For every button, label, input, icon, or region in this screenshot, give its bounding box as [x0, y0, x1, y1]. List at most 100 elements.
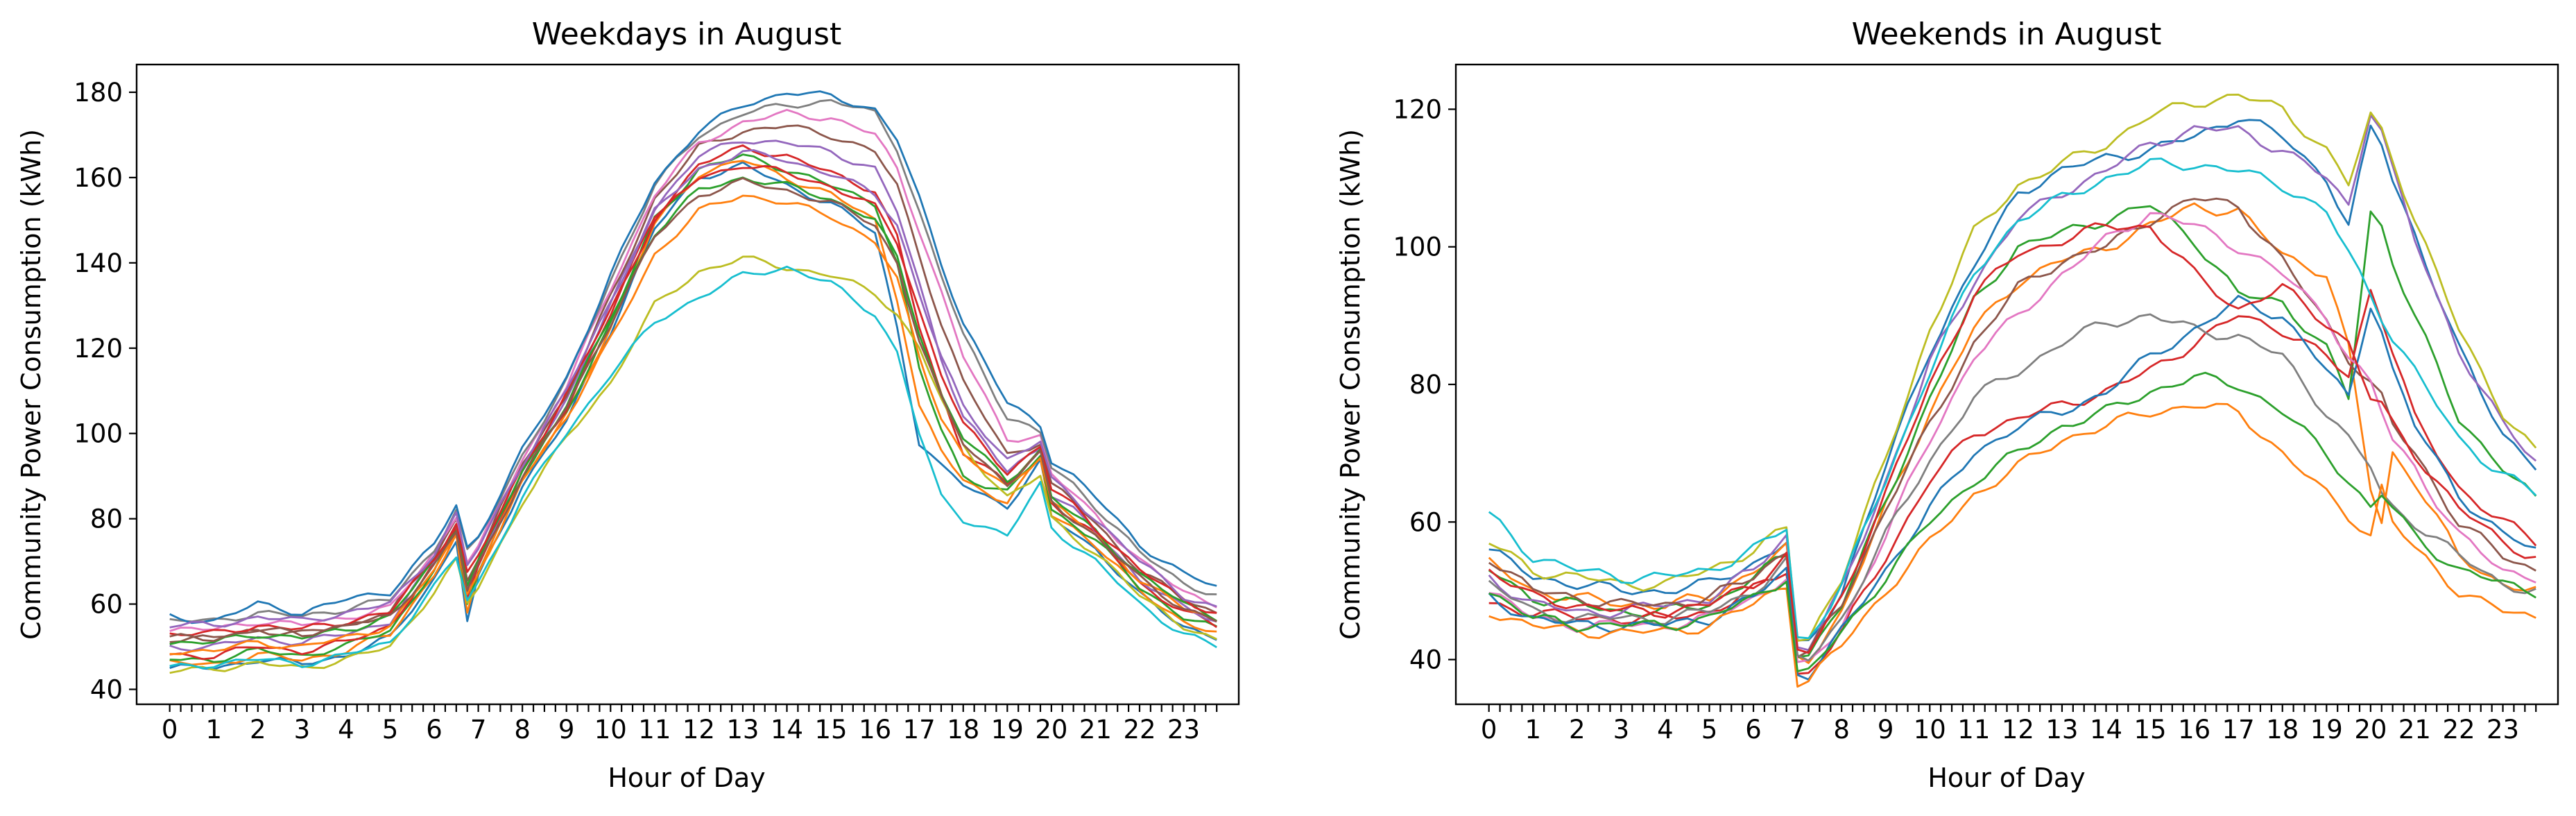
y-tick-label: 100 [1393, 232, 1442, 262]
series-line [169, 144, 1218, 661]
series-line [169, 160, 1217, 666]
series-line [169, 153, 1217, 663]
series-line [1488, 158, 2537, 640]
right-y-axis: 40 60 80 100 120 [1393, 94, 1456, 675]
series-line [1488, 371, 2536, 672]
series-line [1488, 313, 2536, 662]
x-tick-label: 17 [903, 715, 936, 745]
y-tick-label: 140 [74, 248, 123, 278]
y-tick-label: 40 [1409, 645, 1442, 675]
series-line [1488, 289, 2537, 675]
x-tick-label: 1 [1525, 715, 1541, 745]
y-tick-label: 40 [90, 674, 123, 704]
right-y-axis-label: Community Power Consumption (kWh) [1335, 129, 1366, 640]
x-tick-label: 2 [1569, 715, 1586, 745]
series-line [1488, 212, 2536, 663]
y-tick-label: 100 [74, 419, 123, 449]
series-line [169, 177, 1217, 643]
left-y-axis-label: Community Power Consumption (kWh) [16, 129, 46, 640]
series-line [169, 124, 1217, 643]
y-tick-label: 120 [1393, 94, 1442, 124]
right-plot-lines [1488, 94, 2537, 688]
x-tick-label: 19 [2310, 715, 2343, 745]
y-tick-label: 160 [74, 163, 123, 193]
x-tick-label: 9 [558, 715, 575, 745]
x-tick-label: 16 [2178, 715, 2210, 745]
left-y-axis: 40 60 80 100 120 140 160 180 [74, 78, 137, 704]
x-tick-label: 13 [726, 715, 759, 745]
x-tick-label: 3 [294, 715, 311, 745]
y-tick-label: 180 [74, 78, 123, 108]
series-line [1488, 114, 2537, 652]
x-tick-label: 21 [1079, 715, 1112, 745]
x-tick-label: 11 [1957, 715, 1990, 745]
x-tick-label: 6 [426, 715, 443, 745]
series-line [1488, 197, 2536, 658]
y-tick-label: 80 [1409, 370, 1442, 400]
x-tick-label: 20 [2354, 715, 2387, 745]
series-line [169, 139, 1217, 652]
series-line [169, 90, 1217, 624]
series-line [169, 108, 1217, 632]
x-tick-label: 11 [638, 715, 671, 745]
x-tick-label: 15 [2134, 715, 2167, 745]
y-tick-label: 60 [90, 590, 123, 620]
x-tick-label: 20 [1035, 715, 1067, 745]
series-line [1488, 119, 2537, 642]
series-line [169, 255, 1217, 674]
series-line [1488, 222, 2536, 654]
x-tick-label: 3 [1613, 715, 1630, 745]
x-tick-label: 22 [2442, 715, 2475, 745]
y-tick-label: 120 [74, 334, 123, 364]
series-line [1488, 94, 2537, 642]
x-tick-label: 10 [1914, 715, 1946, 745]
series-line [169, 265, 1217, 670]
x-tick-label: 5 [382, 715, 399, 745]
x-tick-label: 17 [2222, 715, 2255, 745]
left-chart-title: Weekdays in August [532, 17, 841, 52]
x-tick-label: 14 [2090, 715, 2122, 745]
x-tick-label: 6 [1745, 715, 1762, 745]
x-tick-label: 0 [1481, 715, 1497, 745]
left-x-axis: 0 1 2 3 4 5 6 7 8 9 10 11 12 13 14 15 16 17 18 19 20 21 22 23 [162, 704, 1218, 745]
left-plot-lines [169, 90, 1218, 674]
y-tick-label: 60 [1409, 507, 1442, 537]
right-chart-title: Weekends in August [1852, 17, 2162, 52]
x-tick-label: 7 [470, 715, 487, 745]
x-tick-label: 23 [1167, 715, 1200, 745]
series-line [169, 161, 1217, 670]
left-chart: Weekdays in August 406080100120140160180… [16, 17, 1240, 793]
series-line [169, 164, 1217, 636]
x-tick-label: 16 [859, 715, 891, 745]
x-tick-label: 19 [991, 715, 1024, 745]
x-tick-label: 7 [1789, 715, 1806, 745]
x-tick-label: 14 [771, 715, 803, 745]
x-tick-label: 22 [1123, 715, 1156, 745]
x-tick-label: 4 [338, 715, 354, 745]
x-tick-label: 18 [2266, 715, 2299, 745]
x-tick-label: 8 [514, 715, 531, 745]
x-tick-label: 12 [682, 715, 715, 745]
x-tick-label: 21 [2398, 715, 2431, 745]
x-tick-label: 15 [815, 715, 848, 745]
x-tick-label: 9 [1878, 715, 1894, 745]
y-tick-label: 80 [90, 504, 123, 534]
series-line [1488, 402, 2536, 688]
right-x-axis: 0 1 2 3 4 5 6 7 8 9 10 11 12 13 14 15 16 17 18 19 20 21 22 23 [1481, 704, 2537, 745]
series-line [169, 149, 1217, 629]
x-tick-label: 0 [162, 715, 178, 745]
series-line [169, 194, 1217, 656]
x-tick-label: 12 [2002, 715, 2034, 745]
x-tick-label: 8 [1833, 715, 1850, 745]
right-x-axis-label: Hour of Day [1927, 763, 2085, 793]
x-tick-label: 18 [947, 715, 979, 745]
x-tick-label: 2 [250, 715, 266, 745]
series-line [169, 176, 1217, 645]
x-tick-label: 13 [2045, 715, 2078, 745]
x-tick-label: 23 [2487, 715, 2519, 745]
x-tick-label: 1 [205, 715, 222, 745]
x-tick-label: 4 [1657, 715, 1674, 745]
left-x-axis-label: Hour of Day [608, 763, 765, 793]
